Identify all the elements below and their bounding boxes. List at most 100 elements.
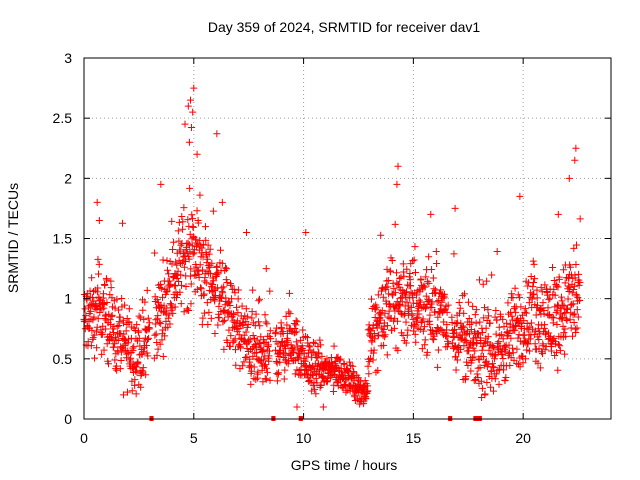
data-point [88, 274, 96, 282]
data-point [161, 308, 169, 316]
data-point [205, 250, 213, 258]
data-point [156, 280, 164, 288]
data-point [421, 283, 429, 291]
data-point [323, 355, 331, 363]
data-point [215, 302, 223, 310]
data-point [479, 328, 487, 336]
data-point [181, 120, 189, 128]
data-point [118, 294, 126, 302]
data-point [142, 342, 150, 350]
data-point [120, 391, 128, 399]
data-point [87, 307, 95, 315]
data-point [381, 331, 389, 339]
data-point [206, 245, 214, 253]
data-point [255, 297, 263, 305]
data-point [100, 346, 108, 354]
data-point [572, 290, 580, 298]
data-point [169, 273, 177, 281]
data-point [372, 368, 380, 376]
data-point [111, 340, 119, 348]
data-point [467, 367, 475, 375]
data-point [533, 294, 541, 302]
data-point [253, 349, 261, 357]
data-point [541, 281, 549, 289]
data-point [522, 309, 530, 317]
data-point [532, 311, 540, 319]
data-point [105, 360, 113, 368]
data-point [204, 241, 212, 249]
data-point [438, 298, 446, 306]
data-point [432, 248, 440, 256]
data-point [572, 261, 580, 269]
data-point [196, 237, 204, 245]
data-point [482, 324, 490, 332]
data-point [394, 346, 402, 354]
data-point [403, 288, 411, 296]
data-point [189, 250, 197, 258]
data-point [169, 309, 177, 317]
data-point [208, 288, 216, 296]
data-point [293, 403, 301, 411]
data-point [443, 308, 451, 316]
data-point [474, 330, 482, 338]
data-point [550, 334, 558, 342]
data-point [433, 298, 441, 306]
data-point [534, 359, 542, 367]
data-point [92, 328, 100, 336]
data-point [452, 329, 460, 337]
data-point [414, 313, 422, 321]
data-point [180, 263, 188, 271]
data-point [549, 263, 557, 271]
data-point [125, 305, 133, 313]
data-point [422, 273, 430, 281]
data-point [522, 355, 530, 363]
data-point [137, 370, 145, 378]
data-point [564, 304, 572, 312]
data-point [123, 388, 131, 396]
data-point [547, 347, 555, 355]
data-point [94, 255, 102, 263]
data-point [280, 375, 288, 383]
data-point [535, 336, 543, 344]
data-point [266, 347, 274, 355]
data-point [184, 305, 192, 313]
data-point [426, 320, 434, 328]
data-point [476, 318, 484, 326]
data-point [123, 350, 131, 358]
data-point [216, 246, 224, 254]
data-point [107, 284, 115, 292]
data-point [137, 383, 145, 391]
data-point [489, 387, 497, 395]
data-point [266, 327, 274, 335]
data-point [233, 303, 241, 311]
data-point [509, 349, 517, 357]
data-point [378, 285, 386, 293]
data-point [111, 356, 119, 364]
data-point [411, 330, 419, 338]
data-point [261, 311, 269, 319]
data-point [263, 368, 271, 376]
data-point [472, 306, 480, 314]
data-point [574, 313, 582, 321]
data-point [360, 397, 368, 405]
data-point [101, 281, 109, 289]
data-point [560, 309, 568, 317]
data-point [402, 293, 410, 301]
data-point [125, 319, 133, 327]
data-point [474, 374, 482, 382]
data-point [94, 284, 102, 292]
data-point [406, 276, 414, 284]
data-point [220, 316, 228, 324]
data-point [453, 356, 461, 364]
data-point [417, 275, 425, 283]
data-point [545, 296, 553, 304]
data-point [393, 269, 401, 277]
data-point [335, 356, 343, 364]
data-point [143, 286, 151, 294]
data-point [462, 373, 470, 381]
data-point [203, 299, 211, 307]
data-point [394, 162, 402, 170]
data-point [113, 295, 121, 303]
data-point [550, 285, 558, 293]
data-point [444, 332, 452, 340]
